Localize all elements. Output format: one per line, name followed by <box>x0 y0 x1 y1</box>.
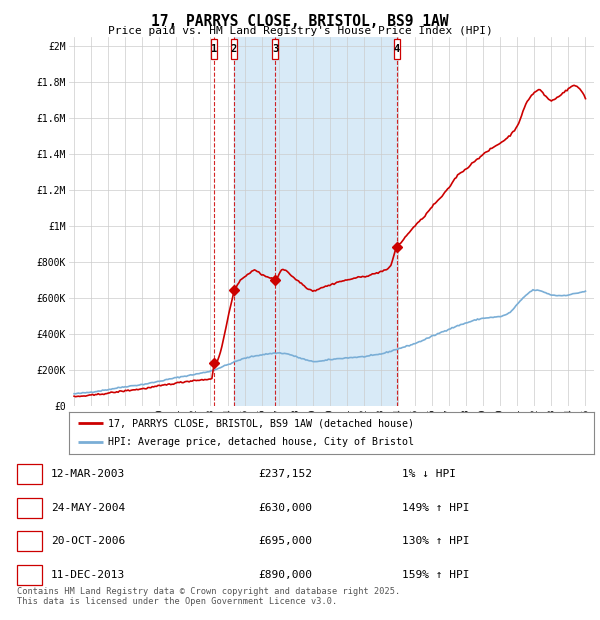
Text: 4: 4 <box>394 44 400 54</box>
FancyBboxPatch shape <box>231 39 237 59</box>
Text: 1: 1 <box>211 44 217 54</box>
Text: Contains HM Land Registry data © Crown copyright and database right 2025.
This d: Contains HM Land Registry data © Crown c… <box>17 587 400 606</box>
FancyBboxPatch shape <box>272 39 278 59</box>
Bar <box>234 37 397 406</box>
Text: £695,000: £695,000 <box>258 536 312 546</box>
Text: 159% ↑ HPI: 159% ↑ HPI <box>402 570 470 580</box>
Text: 1% ↓ HPI: 1% ↓ HPI <box>402 469 456 479</box>
Text: Price paid vs. HM Land Registry's House Price Index (HPI): Price paid vs. HM Land Registry's House … <box>107 26 493 36</box>
Text: 17, PARRYS CLOSE, BRISTOL, BS9 1AW: 17, PARRYS CLOSE, BRISTOL, BS9 1AW <box>151 14 449 29</box>
FancyBboxPatch shape <box>394 39 400 59</box>
Text: 2: 2 <box>231 44 237 54</box>
Text: £237,152: £237,152 <box>258 469 312 479</box>
Text: 1: 1 <box>26 469 33 479</box>
Text: 3: 3 <box>272 44 278 54</box>
Text: 4: 4 <box>26 570 33 580</box>
Text: 3: 3 <box>26 536 33 546</box>
Text: £890,000: £890,000 <box>258 570 312 580</box>
Text: 12-MAR-2003: 12-MAR-2003 <box>51 469 125 479</box>
Text: 24-MAY-2004: 24-MAY-2004 <box>51 503 125 513</box>
FancyBboxPatch shape <box>211 39 217 59</box>
Text: 2: 2 <box>26 503 33 513</box>
Text: 17, PARRYS CLOSE, BRISTOL, BS9 1AW (detached house): 17, PARRYS CLOSE, BRISTOL, BS9 1AW (deta… <box>109 418 415 428</box>
Text: £630,000: £630,000 <box>258 503 312 513</box>
Text: 11-DEC-2013: 11-DEC-2013 <box>51 570 125 580</box>
Text: HPI: Average price, detached house, City of Bristol: HPI: Average price, detached house, City… <box>109 438 415 448</box>
Text: 20-OCT-2006: 20-OCT-2006 <box>51 536 125 546</box>
Text: 149% ↑ HPI: 149% ↑ HPI <box>402 503 470 513</box>
Text: 130% ↑ HPI: 130% ↑ HPI <box>402 536 470 546</box>
